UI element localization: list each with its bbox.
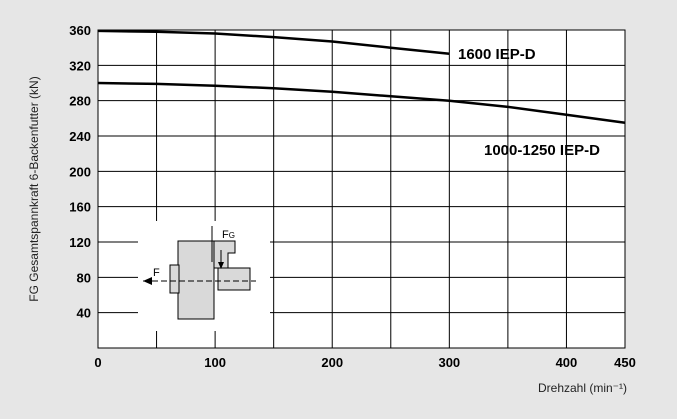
x-tick-label: 0 [94, 355, 101, 370]
y-tick-label: 80 [77, 270, 91, 285]
force-label: F [153, 267, 160, 279]
x-tick-label: 100 [204, 355, 226, 370]
series-line-2 [97, 81, 626, 125]
fg-label: FG [222, 229, 235, 241]
y-tick-label: 200 [69, 164, 91, 179]
y-tick-label: 240 [69, 129, 91, 144]
x-tick-label: 300 [438, 355, 460, 370]
plot-frame [97, 29, 626, 349]
series-lines [97, 29, 626, 125]
y-tick-label: 40 [77, 306, 91, 321]
y-tick-label: 280 [69, 94, 91, 109]
series-line-1 [97, 29, 450, 56]
x-tick-labels: 0 100 200 300 400 450 [94, 355, 635, 370]
x-axis-title: Drehzahl (min⁻¹) [538, 381, 627, 395]
series-label-1000-1250: 1000-1250 IEP-D [484, 142, 600, 159]
y-axis-title: FG Gesamtspannkraft 6-Backenfutter (kN) [27, 76, 41, 301]
x-tick-label: 400 [556, 355, 578, 370]
series-label-1600: 1600 IEP-D [458, 46, 536, 63]
y-tick-labels: 40 80 120 160 200 240 280 320 360 [69, 23, 91, 321]
chuck-jaw-diagram-icon: F FG [138, 221, 270, 331]
y-tick-label: 320 [69, 58, 91, 73]
x-tick-label: 200 [321, 355, 343, 370]
y-tick-label: 120 [69, 235, 91, 250]
y-tick-label: 360 [69, 23, 91, 38]
x-tick-label: 450 [614, 355, 636, 370]
y-tick-label: 160 [69, 200, 91, 215]
